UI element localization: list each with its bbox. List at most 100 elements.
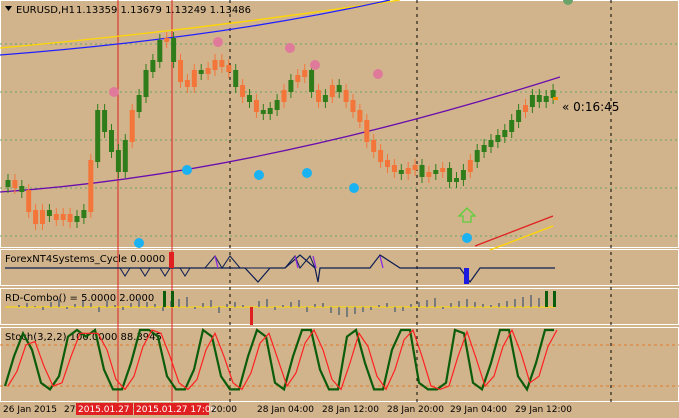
channel-mid-line bbox=[0, 76, 561, 193]
symbol-title: EURUSD,H1 bbox=[16, 5, 75, 16]
rdcombo-bar bbox=[330, 307, 332, 313]
channel-outer-line bbox=[0, 0, 401, 49]
time-highlight-label: 2015.01.27 11:00 bbox=[78, 405, 159, 415]
channel-upper-line bbox=[0, 0, 391, 56]
rdcombo-bar bbox=[490, 305, 492, 307]
rdcombo-bar bbox=[66, 307, 68, 309]
candle-body bbox=[109, 130, 114, 152]
candle-body bbox=[240, 85, 246, 97]
rdcombo-bar bbox=[98, 307, 100, 312]
candle-body bbox=[81, 210, 87, 218]
candle-body bbox=[364, 120, 370, 142]
rdcombo-bar bbox=[450, 303, 452, 307]
rdcombo-bar bbox=[442, 307, 444, 309]
rdcombo-bar bbox=[130, 303, 132, 307]
rdcombo-green-bars bbox=[163, 291, 556, 307]
signal-dot-bottom bbox=[182, 165, 192, 175]
candle-body bbox=[495, 135, 501, 142]
candle-body bbox=[46, 210, 52, 216]
candle-body bbox=[516, 110, 522, 122]
candle-body bbox=[253, 100, 259, 112]
rdcombo-bar bbox=[90, 303, 92, 307]
rdcombo-bar bbox=[282, 305, 284, 307]
rdcombo-bar bbox=[466, 299, 468, 307]
rdcombo-red-bar bbox=[250, 307, 253, 325]
rdcombo-bar bbox=[274, 307, 276, 310]
candle-body bbox=[247, 95, 252, 102]
candle-body bbox=[67, 214, 73, 222]
candle-body bbox=[122, 140, 128, 172]
cycle-purple-marks bbox=[214, 255, 384, 269]
candle-body bbox=[447, 168, 453, 182]
rdcombo-bar bbox=[530, 295, 532, 307]
rdcombo-bar bbox=[498, 303, 500, 307]
stoch-main-line bbox=[3, 328, 554, 392]
rdcombo-bar bbox=[114, 305, 116, 307]
channel-red-line bbox=[474, 215, 554, 247]
rdcombo-bar bbox=[426, 300, 428, 307]
candle-body bbox=[322, 95, 328, 102]
candle-body bbox=[440, 168, 446, 172]
rdcombo-bar bbox=[194, 307, 196, 309]
rdcombo-bar bbox=[338, 307, 340, 315]
candle-body bbox=[336, 85, 342, 92]
rdcombo-bar bbox=[218, 307, 220, 313]
cycle-blue-bar bbox=[464, 268, 469, 284]
candle-body bbox=[481, 145, 487, 152]
rdcombo-bar bbox=[474, 302, 476, 307]
time-label: 28 Jan 20:00 bbox=[387, 405, 444, 415]
candle-body bbox=[460, 170, 466, 180]
rdcombo-bar bbox=[506, 301, 508, 307]
candle-body bbox=[523, 105, 528, 112]
candle-body bbox=[391, 165, 397, 172]
signal-dot-bottom bbox=[302, 168, 312, 178]
candle-body bbox=[267, 108, 273, 114]
candle-body bbox=[115, 150, 121, 172]
candle-body bbox=[309, 70, 315, 92]
candle-body bbox=[316, 90, 321, 102]
rdcombo-bar bbox=[314, 304, 316, 307]
rdcombo-bar bbox=[58, 299, 60, 307]
candle-body bbox=[329, 85, 335, 97]
signal-dot-top bbox=[373, 69, 383, 79]
candle-body bbox=[198, 70, 204, 74]
signal-dot-top-right bbox=[563, 0, 573, 5]
candle-body bbox=[488, 140, 494, 147]
red-vlines bbox=[117, 0, 173, 402]
rdcombo-bar bbox=[146, 302, 148, 307]
rdcombo-bar bbox=[346, 307, 348, 317]
candle-body bbox=[178, 60, 183, 82]
rdcombo-bar bbox=[106, 300, 108, 307]
time-label: 28 Jan 12:00 bbox=[322, 405, 379, 415]
rdcombo-bar bbox=[538, 298, 540, 307]
rdcombo-bar bbox=[186, 297, 188, 307]
candle-body bbox=[60, 214, 66, 220]
stoch-levels bbox=[0, 344, 679, 387]
candle-body bbox=[378, 150, 384, 162]
candle-body bbox=[191, 70, 197, 87]
candle-body bbox=[184, 80, 190, 87]
candle-body bbox=[95, 110, 101, 162]
candle-body bbox=[212, 60, 218, 70]
candle-body bbox=[26, 190, 32, 212]
signal-dot-top bbox=[310, 60, 320, 70]
signal-dot-bottom bbox=[462, 233, 472, 243]
rdcombo-bar bbox=[386, 303, 388, 307]
rdcombo-bar bbox=[266, 299, 268, 307]
rdcombo-bar bbox=[226, 304, 228, 307]
signal-dot-bottom bbox=[134, 238, 144, 248]
rdcombo-bar bbox=[306, 307, 308, 312]
candle-body bbox=[454, 178, 459, 182]
rdcombo-bar bbox=[34, 306, 36, 307]
time-axis: 26 Jan 2015 27 2015.01.27 11:00 2015.01.… bbox=[3, 403, 572, 415]
triangle-down-icon[interactable] bbox=[5, 6, 12, 11]
rdcombo-bar bbox=[138, 298, 140, 307]
candle-body bbox=[295, 75, 301, 82]
rdcombo-bar bbox=[242, 305, 244, 307]
rdcombo-bar bbox=[210, 300, 212, 307]
candle-body bbox=[281, 90, 287, 102]
candles-layer bbox=[5, 32, 556, 230]
candle-body bbox=[274, 100, 280, 110]
rdcombo-bar bbox=[322, 303, 324, 307]
